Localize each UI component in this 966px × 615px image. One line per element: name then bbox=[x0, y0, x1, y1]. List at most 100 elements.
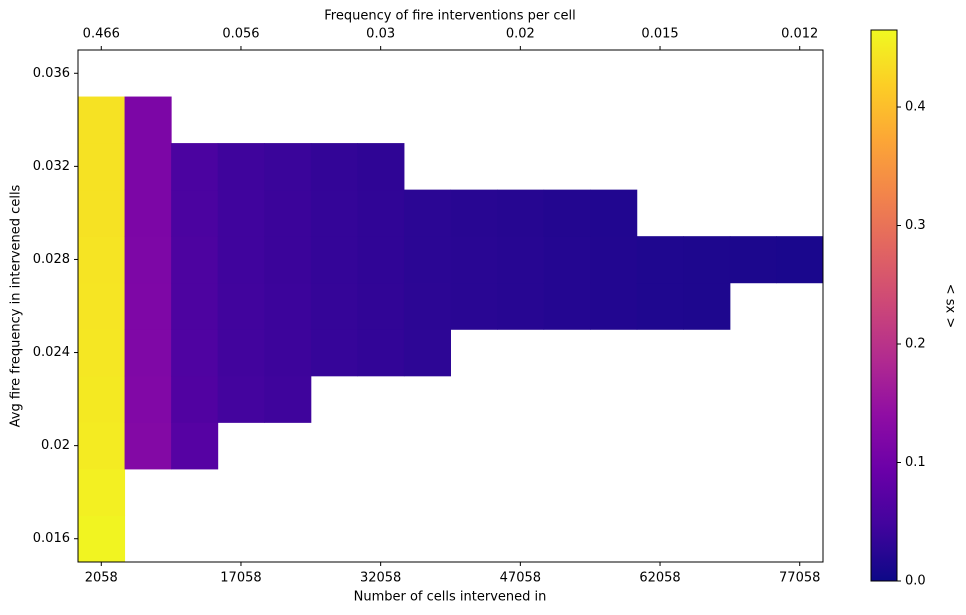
heatmap-cell bbox=[124, 236, 172, 284]
heatmap-cell bbox=[217, 189, 265, 237]
top-tick-label: 0.466 bbox=[83, 27, 120, 42]
heatmap-cell bbox=[78, 143, 126, 191]
heatmap-cell bbox=[310, 236, 358, 284]
heatmap-cell bbox=[171, 375, 219, 423]
colorbar-tick-label: 0.3 bbox=[905, 218, 926, 233]
heatmap-cell bbox=[403, 189, 451, 237]
heatmap-cell bbox=[543, 189, 591, 237]
heatmap-cell bbox=[357, 236, 405, 284]
y-tick-label: 0.016 bbox=[33, 531, 70, 546]
heatmap-cell bbox=[450, 236, 498, 284]
heatmap-cell bbox=[171, 329, 219, 377]
heatmap-cell bbox=[683, 236, 731, 284]
heatmap-cell bbox=[264, 329, 312, 377]
heatmap-cell bbox=[78, 282, 126, 330]
x-tick-label: 47058 bbox=[500, 571, 541, 586]
y-tick-label: 0.028 bbox=[33, 252, 70, 267]
heatmap-cell bbox=[357, 143, 405, 191]
colorbar-tick-label: 0.1 bbox=[905, 455, 926, 470]
heatmap-cell bbox=[217, 375, 265, 423]
heatmap-cell bbox=[171, 236, 219, 284]
heatmap-cell bbox=[124, 329, 172, 377]
heatmap-cell bbox=[78, 515, 126, 563]
top-tick-label: 0.056 bbox=[222, 27, 259, 42]
top-axis-title: Frequency of fire interventions per cell bbox=[324, 9, 575, 24]
heatmap-cell bbox=[217, 236, 265, 284]
plot-frame bbox=[77, 49, 824, 563]
heatmap-cell bbox=[497, 282, 545, 330]
heatmap-cell bbox=[590, 189, 638, 237]
heatmap-cell bbox=[636, 282, 684, 330]
x-tick-label: 32058 bbox=[360, 571, 401, 586]
heatmap-cell bbox=[450, 189, 498, 237]
colorbar-tick-label: 0.0 bbox=[905, 574, 926, 589]
x-tick-label: 2058 bbox=[85, 571, 118, 586]
heatmap-cell bbox=[217, 329, 265, 377]
y-tick-label: 0.036 bbox=[33, 66, 70, 81]
colorbar bbox=[871, 30, 897, 581]
x-tick-label: 17058 bbox=[220, 571, 261, 586]
colorbar-frame bbox=[870, 29, 898, 582]
heatmap-cell bbox=[403, 329, 451, 377]
heatmap-cell bbox=[78, 468, 126, 516]
heatmap-cell bbox=[78, 189, 126, 237]
heatmap-cell bbox=[78, 422, 126, 470]
heatmap-cell bbox=[171, 143, 219, 191]
heatmap-cell bbox=[264, 236, 312, 284]
heatmap-cell bbox=[590, 236, 638, 284]
heatmap-cell bbox=[124, 143, 172, 191]
heatmap-cell bbox=[310, 143, 358, 191]
x-tick-label: 62058 bbox=[639, 571, 680, 586]
y-tick-label: 0.024 bbox=[33, 345, 70, 360]
heatmap-cell bbox=[590, 282, 638, 330]
heatmap-cell bbox=[450, 282, 498, 330]
heatmap-cell bbox=[729, 236, 777, 284]
heatmap-cell bbox=[310, 329, 358, 377]
heatmap-cell bbox=[264, 375, 312, 423]
colorbar-tick-label: 0.4 bbox=[905, 100, 926, 115]
heatmap-cell bbox=[78, 236, 126, 284]
heatmap-cell bbox=[497, 236, 545, 284]
y-axis-title: Avg fire frequency in intervened cells bbox=[9, 184, 24, 427]
heatmap-cell bbox=[124, 375, 172, 423]
heatmap-cell bbox=[78, 96, 126, 144]
heatmap-cell bbox=[636, 236, 684, 284]
top-tick-label: 0.02 bbox=[506, 27, 535, 42]
heatmap-cell bbox=[124, 189, 172, 237]
heatmap-cell bbox=[543, 236, 591, 284]
heatmap-cell bbox=[264, 282, 312, 330]
heatmap-cell bbox=[171, 282, 219, 330]
x-axis-title: Number of cells intervened in bbox=[354, 590, 547, 605]
top-tick-label: 0.015 bbox=[641, 27, 678, 42]
heatmap-cell bbox=[124, 282, 172, 330]
colorbar-tick-label: 0.2 bbox=[905, 337, 926, 352]
heatmap-cell bbox=[357, 189, 405, 237]
top-tick-label: 0.03 bbox=[366, 27, 395, 42]
heatmap-cell bbox=[497, 189, 545, 237]
heatmap-cell bbox=[264, 143, 312, 191]
x-tick-label: 77058 bbox=[779, 571, 820, 586]
heatmap-cell bbox=[776, 236, 824, 284]
heatmap-cell bbox=[683, 282, 731, 330]
heatmap-cell bbox=[78, 329, 126, 377]
heatmap-cell bbox=[124, 422, 172, 470]
heatmap-cell bbox=[310, 282, 358, 330]
heatmap-cell bbox=[310, 189, 358, 237]
y-tick-label: 0.02 bbox=[41, 438, 70, 453]
heatmap-cell bbox=[264, 189, 312, 237]
heatmap-cell bbox=[543, 282, 591, 330]
heatmap-cell bbox=[357, 282, 405, 330]
heatmap-cell bbox=[217, 282, 265, 330]
top-tick-label: 0.012 bbox=[781, 27, 818, 42]
heatmap-cell bbox=[171, 189, 219, 237]
heatmap-cell bbox=[403, 236, 451, 284]
heatmap-cell bbox=[124, 96, 172, 144]
heatmap-cell bbox=[171, 422, 219, 470]
y-tick-label: 0.032 bbox=[33, 159, 70, 174]
heatmap-cell bbox=[357, 329, 405, 377]
colorbar-title: < sx > bbox=[943, 284, 958, 329]
heatmap-cell bbox=[217, 143, 265, 191]
heatmap-cell bbox=[403, 282, 451, 330]
heatmap-cell bbox=[78, 375, 126, 423]
